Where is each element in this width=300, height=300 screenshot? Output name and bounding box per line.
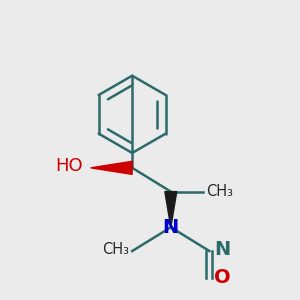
Text: N: N	[214, 240, 230, 259]
Text: CH₃: CH₃	[206, 184, 233, 199]
Text: N: N	[163, 218, 179, 237]
Polygon shape	[165, 192, 177, 227]
Polygon shape	[91, 161, 132, 174]
Text: O: O	[214, 268, 230, 287]
Text: CH₃: CH₃	[102, 242, 129, 257]
Text: HO: HO	[56, 157, 83, 175]
